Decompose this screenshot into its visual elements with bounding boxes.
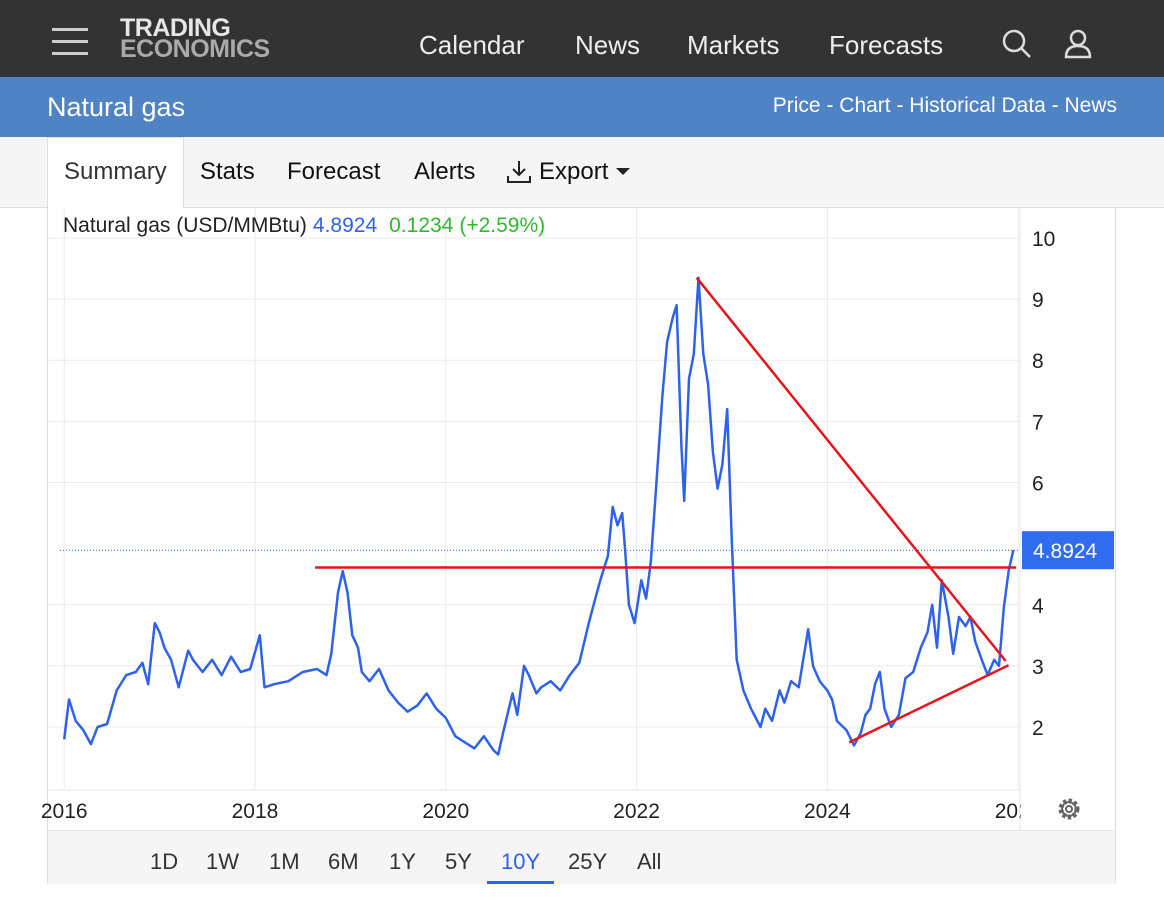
banner: Natural gas Price - Chart - Historical D… (0, 77, 1164, 137)
x-tick-label: 2016 (41, 800, 88, 823)
y-tick-label: 4 (1032, 595, 1044, 618)
range-button[interactable]: All (637, 849, 662, 874)
logo[interactable]: TRADING ECONOMICS (120, 14, 270, 63)
tab[interactable]: Export (539, 158, 609, 185)
y-tick-label: 3 (1032, 656, 1044, 679)
tab[interactable]: Summary (47, 137, 184, 208)
page-title: Natural gas (47, 92, 186, 122)
change-pct: (+2.59%) (459, 214, 545, 237)
nav-link[interactable]: Calendar (419, 30, 525, 60)
x-tick-label: 2026 (995, 800, 1042, 823)
range-button[interactable]: 25Y (568, 849, 608, 874)
change: 0.1234 (389, 214, 454, 237)
price-tag-label: 4.8924 (1033, 540, 1098, 563)
user-icon[interactable] (1064, 28, 1096, 60)
settings-icon[interactable] (1058, 798, 1080, 820)
price-tag (1022, 531, 1114, 570)
dropdown-caret (616, 168, 630, 175)
range-button[interactable]: 1D (150, 849, 179, 874)
nav-link[interactable]: News (575, 30, 641, 60)
logo-line: TRADING (120, 14, 231, 42)
range-button[interactable]: 1Y (389, 849, 416, 874)
tab[interactable]: Stats (200, 158, 255, 185)
x-tick-label: 2022 (613, 800, 660, 823)
tab[interactable]: Alerts (414, 158, 476, 185)
y-tick-label: 6 (1032, 472, 1044, 495)
tab[interactable]: Forecast (287, 158, 381, 185)
price-line (62, 276, 1015, 756)
banner-links[interactable]: Price - Chart - Historical Data - News (772, 94, 1117, 117)
range-button[interactable]: 1M (269, 849, 300, 874)
logo-line: ECONOMICS (120, 35, 270, 63)
trend-line (848, 664, 1010, 744)
y-tick-label: 10 (1032, 228, 1055, 251)
range-button[interactable]: 5Y (445, 849, 472, 874)
price: 4.8924 (313, 214, 378, 237)
tab-bar: Summary Stats Forecast Alerts Export (0, 137, 1164, 208)
range-button[interactable]: 6M (328, 849, 359, 874)
y-tick-label: 9 (1032, 289, 1044, 312)
nav-link[interactable]: Forecasts (829, 30, 944, 60)
y-tick-label: 7 (1032, 411, 1044, 434)
range-button[interactable]: 10Y (487, 849, 555, 884)
export-icon (507, 161, 531, 183)
trend-line (695, 276, 1007, 662)
range-button[interactable]: 1W (206, 849, 239, 874)
y-tick-label: 8 (1032, 350, 1044, 373)
range-bar: 1D 1W 1M 6M 1Y 5Y 10Y 25Y All (48, 830, 1115, 884)
x-tick-label: 2018 (232, 800, 279, 823)
x-tick-label: 2020 (422, 800, 469, 823)
chart-title: Natural gas (USD/MMBtu) (63, 214, 307, 237)
search-icon[interactable] (1002, 29, 1034, 61)
menu-icon[interactable] (52, 28, 92, 58)
nav-link[interactable]: Markets (687, 30, 780, 60)
x-tick-label: 2024 (804, 800, 851, 823)
top-bar: TRADING ECONOMICS Calendar News Markets F… (0, 0, 1164, 77)
y-tick-label: 2 (1032, 717, 1044, 740)
chart-heading: Natural gas (USD/MMBtu) 4.8924 0.1234 (+2.5… (63, 214, 545, 237)
